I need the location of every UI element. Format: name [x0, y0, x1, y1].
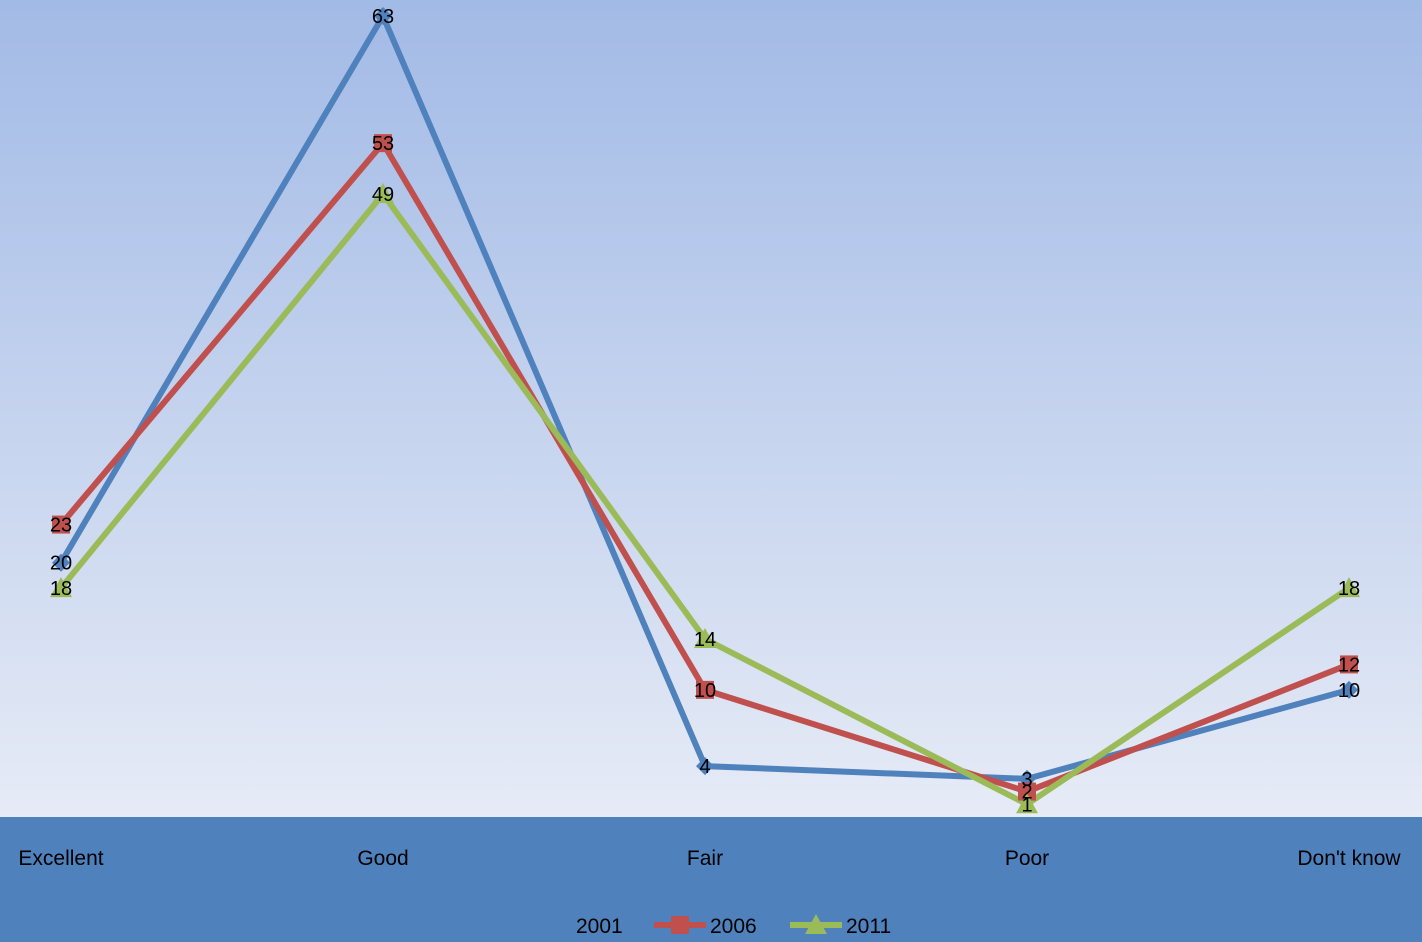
legend-marker-2001: [537, 916, 555, 934]
data-label-2001-3: 3: [1021, 769, 1032, 791]
data-label-2006-1: 53: [372, 133, 394, 155]
data-label-2011-4: 18: [1338, 578, 1360, 600]
x-tick-label-4: Don't know: [1297, 847, 1401, 870]
legend-marker-2011: [805, 914, 827, 934]
data-point-2001-2: [696, 757, 714, 776]
data-point-2006-4: [1340, 655, 1358, 674]
legend: 2001 2006 2011: [520, 914, 891, 938]
legend-label-2001: 2001: [576, 915, 623, 938]
data-label-2001-4: 10: [1338, 680, 1360, 702]
data-point-2006-1: [374, 134, 392, 153]
data-point-2011-2: [694, 628, 716, 648]
legend-label-2011: 2011: [846, 915, 891, 938]
data-labels: 20 63 4 3 10 23 53 10 2 12 18 49 14 1 18: [50, 6, 1360, 816]
data-point-2011-4: [1338, 577, 1360, 598]
x-tick-label-1: Good: [357, 847, 408, 870]
data-point-2006-0: [52, 515, 70, 534]
data-point-2001-4: [1340, 680, 1358, 699]
x-axis-tick-labels: Excellent Good Fair Poor Don't know: [18, 847, 1401, 870]
legend-marker-2006: [671, 916, 689, 934]
data-label-2006-2: 10: [694, 680, 716, 702]
data-label-2011-3: 1: [1021, 794, 1032, 816]
data-label-2006-4: 12: [1338, 654, 1360, 676]
data-point-2011-0: [50, 577, 72, 598]
data-label-2011-1: 49: [372, 184, 394, 206]
series-markers: [50, 7, 1360, 814]
data-point-2011-1: [372, 183, 394, 203]
data-label-2001-0: 20: [50, 553, 72, 575]
data-label-2006-0: 23: [50, 515, 72, 537]
plot-area-background: [0, 0, 1422, 817]
data-point-2001-0: [52, 553, 70, 572]
x-tick-label-0: Excellent: [18, 847, 103, 870]
data-point-2011-3: [1016, 793, 1038, 814]
data-label-2006-3: 2: [1021, 782, 1032, 804]
data-point-2006-3: [1018, 782, 1036, 801]
data-label-2001-1: 63: [372, 6, 394, 28]
data-label-2011-0: 18: [50, 578, 72, 600]
data-point-2006-2: [696, 680, 714, 699]
x-tick-label-3: Poor: [1005, 847, 1049, 870]
category-axis-band: [0, 817, 1422, 942]
x-tick-label-2: Fair: [687, 847, 723, 870]
data-label-2011-2: 14: [694, 629, 716, 651]
data-label-2001-2: 4: [699, 756, 710, 778]
data-point-2001-1: [374, 7, 392, 25]
legend-label-2006: 2006: [710, 915, 757, 938]
